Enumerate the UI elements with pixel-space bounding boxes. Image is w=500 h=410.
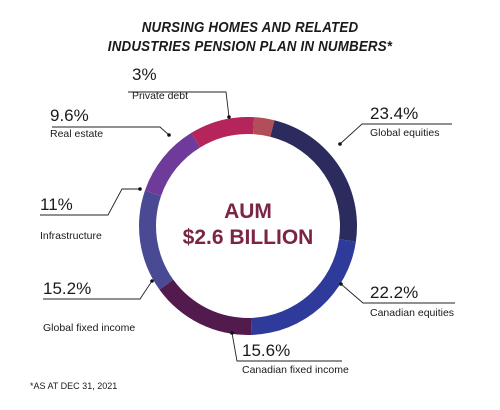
category-label-real-estate: Real estate [50, 128, 103, 140]
leader-dot-real-estate [167, 133, 171, 137]
value-label-canadian-equities: 22.2% [370, 283, 418, 302]
category-label-private-debt: Private debt [132, 90, 188, 102]
category-label-global-fixed-income: Global fixed income [43, 322, 135, 334]
leader-dot-canadian-fixed-income [230, 331, 234, 335]
leader-dot-infrastructure [138, 187, 142, 191]
footnote: *AS AT DEC 31, 2021 [30, 381, 117, 391]
slice-canadian-fixed-income [159, 279, 252, 335]
leader-line-canadian-fixed-income [231, 332, 342, 362]
leader-line-real-estate [52, 126, 170, 136]
value-label-infrastructure: 11% [40, 195, 73, 214]
value-label-global-fixed-income: 15.2% [43, 279, 91, 298]
category-label-canadian-equities: Canadian equities [370, 307, 454, 319]
leader-line-global-equities [339, 123, 452, 145]
value-label-canadian-fixed-income: 15.6% [242, 341, 290, 360]
value-label-global-equities: 23.4% [370, 104, 418, 123]
leader-dot-canadian-equities [339, 282, 343, 286]
leader-line-private-debt [128, 91, 230, 118]
slice-canadian-equities [250, 239, 356, 335]
slice-global-fixed-income [139, 190, 174, 290]
value-label-private-debt: 3% [132, 65, 157, 84]
leader-dot-global-equities [338, 142, 342, 146]
leader-line-infrastructure [40, 188, 140, 216]
value-label-real-estate: 9.6% [50, 106, 89, 125]
center-label-line-2: $2.6 BILLION [183, 226, 314, 249]
leader-line-canadian-equities [340, 283, 455, 304]
chart-title-line-2: INDUSTRIES PENSION PLAN IN NUMBERS* [107, 39, 393, 55]
center-label-line-1: AUM [224, 200, 272, 223]
chart-title-line-1: NURSING HOMES AND RELATED [141, 20, 359, 36]
leader-dot-private-debt [227, 115, 231, 119]
slice-private-debt [253, 117, 275, 137]
slice-real-estate [191, 117, 255, 148]
slice-global-equities [270, 120, 357, 242]
slice-infrastructure [144, 132, 201, 196]
category-label-infrastructure: Infrastructure [40, 230, 102, 242]
leader-line-global-fixed-income [43, 280, 153, 300]
category-label-canadian-fixed-income: Canadian fixed income [242, 364, 349, 376]
leader-dot-global-fixed-income [150, 279, 154, 283]
category-label-global-equities: Global equities [370, 127, 439, 139]
